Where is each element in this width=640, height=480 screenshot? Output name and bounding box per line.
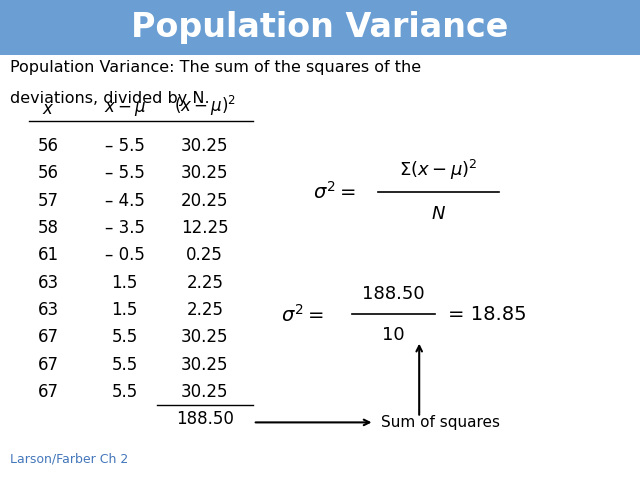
Text: 67: 67 bbox=[38, 356, 58, 374]
Text: 63: 63 bbox=[37, 301, 59, 319]
Text: deviations, divided by N.: deviations, divided by N. bbox=[10, 91, 209, 106]
Text: 67: 67 bbox=[38, 383, 58, 401]
Text: 56: 56 bbox=[38, 164, 58, 182]
Text: 2.25: 2.25 bbox=[186, 274, 223, 292]
Text: – 4.5: – 4.5 bbox=[105, 192, 145, 209]
Text: 56: 56 bbox=[38, 137, 58, 155]
Text: 30.25: 30.25 bbox=[181, 328, 228, 347]
Text: 30.25: 30.25 bbox=[181, 164, 228, 182]
Text: 30.25: 30.25 bbox=[181, 356, 228, 374]
Text: 63: 63 bbox=[37, 274, 59, 292]
Text: – 3.5: – 3.5 bbox=[105, 219, 145, 237]
Text: 1.5: 1.5 bbox=[111, 274, 138, 292]
Text: Larson/Farber Ch 2: Larson/Farber Ch 2 bbox=[10, 453, 128, 466]
Text: $\sigma^2 = $: $\sigma^2 = $ bbox=[280, 303, 323, 325]
Text: 12.25: 12.25 bbox=[181, 219, 228, 237]
Text: 30.25: 30.25 bbox=[181, 137, 228, 155]
Text: $x$: $x$ bbox=[42, 100, 54, 118]
Text: Sum of squares: Sum of squares bbox=[381, 415, 500, 430]
Text: $\sigma^2 = $: $\sigma^2 = $ bbox=[312, 181, 355, 203]
Text: 0.25: 0.25 bbox=[186, 246, 223, 264]
Text: 2.25: 2.25 bbox=[186, 301, 223, 319]
Text: 10: 10 bbox=[382, 325, 405, 344]
Text: 5.5: 5.5 bbox=[111, 328, 138, 347]
Text: 20.25: 20.25 bbox=[181, 192, 228, 209]
Text: 188.50: 188.50 bbox=[176, 410, 234, 429]
Text: – 5.5: – 5.5 bbox=[105, 137, 145, 155]
Bar bbox=[0, 0, 640, 55]
Text: $\Sigma(x - \mu)^2$: $\Sigma(x - \mu)^2$ bbox=[399, 158, 477, 182]
Text: 58: 58 bbox=[38, 219, 58, 237]
Text: $N$: $N$ bbox=[431, 204, 446, 223]
Text: – 0.5: – 0.5 bbox=[105, 246, 145, 264]
Text: = 18.85: = 18.85 bbox=[448, 305, 527, 324]
Text: 188.50: 188.50 bbox=[362, 285, 425, 303]
Text: 5.5: 5.5 bbox=[111, 383, 138, 401]
Text: $x - \mu$: $x - \mu$ bbox=[104, 100, 146, 118]
Text: $(x - \mu)^2$: $(x - \mu)^2$ bbox=[173, 94, 236, 118]
Text: 57: 57 bbox=[38, 192, 58, 209]
Text: – 5.5: – 5.5 bbox=[105, 164, 145, 182]
Text: 30.25: 30.25 bbox=[181, 383, 228, 401]
Text: 67: 67 bbox=[38, 328, 58, 347]
Text: 5.5: 5.5 bbox=[111, 356, 138, 374]
Text: 61: 61 bbox=[37, 246, 59, 264]
Text: Population Variance: The sum of the squares of the: Population Variance: The sum of the squa… bbox=[10, 60, 420, 75]
Text: Population Variance: Population Variance bbox=[131, 11, 509, 44]
Text: 1.5: 1.5 bbox=[111, 301, 138, 319]
